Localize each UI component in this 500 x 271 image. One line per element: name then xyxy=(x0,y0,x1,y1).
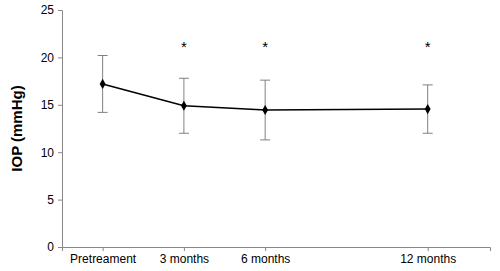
y-axis: 0 5 10 15 20 25 xyxy=(41,3,63,254)
x-axis: Pretreament 3 months 6 months 12 months xyxy=(63,247,491,266)
error-bar-cap xyxy=(260,80,270,81)
axis-line xyxy=(58,11,63,248)
tick: 15 xyxy=(41,98,62,112)
tick-label: 3 months xyxy=(160,252,209,266)
tick-label: 20 xyxy=(41,51,55,65)
tick-mark xyxy=(428,247,429,251)
plot-area: 0 5 10 15 20 25 Pretreament 3 months 6 months 12 … xyxy=(41,3,491,265)
tick: 12 months xyxy=(400,247,456,266)
chart: 0 5 10 15 20 25 Pretreament 3 months 6 months 12 … xyxy=(0,0,500,271)
tick-mark xyxy=(58,152,62,153)
error-bar-cap xyxy=(179,133,189,134)
tick: 10 xyxy=(41,146,62,160)
error-bar-cap xyxy=(423,84,433,85)
error-bar-cap xyxy=(423,133,433,134)
tick-label: 10 xyxy=(41,146,55,160)
tick: 20 xyxy=(41,51,62,65)
marker xyxy=(262,105,268,115)
axis-line xyxy=(63,248,491,252)
error-bar-cap xyxy=(98,55,108,56)
markers xyxy=(100,79,431,115)
tick-mark xyxy=(265,247,266,251)
tick-label: 15 xyxy=(41,98,55,112)
tick-label: 5 xyxy=(47,193,54,207)
annotation: * xyxy=(425,38,431,55)
tick-label: 6 months xyxy=(241,252,290,266)
tick-mark xyxy=(58,247,62,248)
tick: 25 xyxy=(41,3,62,17)
error-bar-cap xyxy=(98,112,108,113)
error-bars xyxy=(98,56,433,140)
tick-label: Pretreament xyxy=(70,252,137,266)
tick-mark xyxy=(58,105,62,106)
annotation: * xyxy=(181,38,187,55)
tick-mark xyxy=(103,247,104,251)
tick: 6 months xyxy=(241,247,290,266)
tick: Pretreament xyxy=(70,247,137,266)
tick: 5 xyxy=(47,193,62,207)
marker xyxy=(425,104,431,114)
marker xyxy=(181,101,187,111)
tick-mark xyxy=(184,247,185,251)
annotations: * * * xyxy=(181,38,431,55)
tick-mark xyxy=(58,200,62,201)
tick: 0 xyxy=(47,240,62,254)
tick-label: 25 xyxy=(41,3,55,17)
tick-mark xyxy=(58,10,62,11)
error-bar-cap xyxy=(179,78,189,79)
error-bar xyxy=(98,56,108,113)
tick-label: 0 xyxy=(47,240,54,254)
y-axis-title: IOP (mmHg) xyxy=(8,85,25,171)
marks xyxy=(98,56,433,140)
tick: 3 months xyxy=(160,247,209,266)
tick-mark xyxy=(58,57,62,58)
tick-label: 12 months xyxy=(400,252,456,266)
marker xyxy=(100,79,106,89)
annotation: * xyxy=(262,38,268,55)
error-bar-cap xyxy=(260,139,270,140)
